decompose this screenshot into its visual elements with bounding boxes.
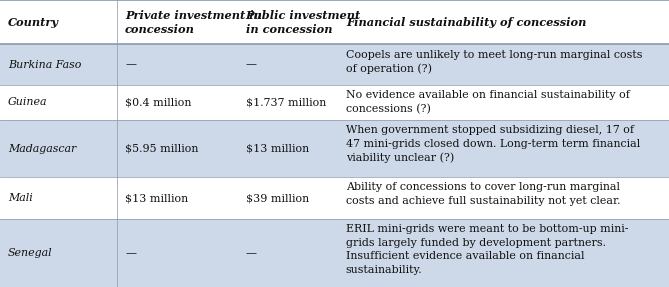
- Text: Madagascar: Madagascar: [8, 144, 76, 154]
- Text: Financial sustainability of concession: Financial sustainability of concession: [346, 17, 586, 28]
- Text: Mali: Mali: [8, 193, 33, 203]
- Text: ERIL mini-grids were meant to be bottom-up mini-
grids largely funded by develop: ERIL mini-grids were meant to be bottom-…: [346, 224, 628, 275]
- Text: $1.737 million: $1.737 million: [246, 97, 326, 107]
- Text: Public investment
in concession: Public investment in concession: [246, 10, 361, 35]
- Text: $39 million: $39 million: [246, 193, 308, 203]
- Text: No evidence available on financial sustainability of
concessions (?): No evidence available on financial susta…: [346, 90, 630, 114]
- Text: Private investment in
concession: Private investment in concession: [125, 10, 262, 35]
- Text: Ability of concessions to cover long-run marginal
costs and achieve full sustain: Ability of concessions to cover long-run…: [346, 183, 620, 206]
- Bar: [0, 177, 669, 219]
- Text: $13 million: $13 million: [125, 193, 188, 203]
- Bar: [0, 0, 669, 44]
- Bar: [0, 85, 669, 120]
- Text: $0.4 million: $0.4 million: [125, 97, 191, 107]
- Text: —: —: [125, 60, 136, 69]
- Text: $13 million: $13 million: [246, 144, 308, 154]
- Text: —: —: [246, 60, 256, 69]
- Text: Country: Country: [8, 17, 59, 28]
- Bar: [0, 120, 669, 177]
- Text: —: —: [246, 248, 256, 258]
- Text: Burkina Faso: Burkina Faso: [8, 60, 82, 69]
- Text: Guinea: Guinea: [8, 97, 47, 107]
- Text: $5.95 million: $5.95 million: [125, 144, 199, 154]
- Text: —: —: [125, 248, 136, 258]
- Bar: [0, 219, 669, 287]
- Bar: [0, 44, 669, 85]
- Text: Coopels are unlikely to meet long-run marginal costs
of operation (?): Coopels are unlikely to meet long-run ma…: [346, 50, 642, 74]
- Text: When government stopped subsidizing diesel, 17 of
47 mini-grids closed down. Lon: When government stopped subsidizing dies…: [346, 125, 640, 163]
- Text: Senegal: Senegal: [8, 248, 53, 258]
